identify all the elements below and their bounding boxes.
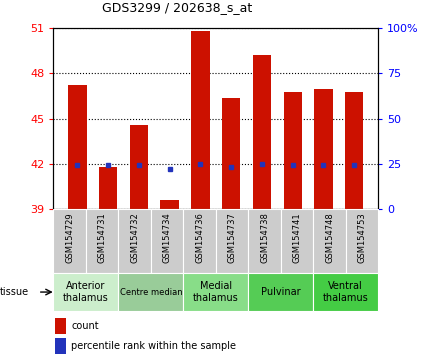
Text: GSM154732: GSM154732 [130,212,139,263]
Bar [191,32,210,209]
Bar [86,209,118,273]
Bar [346,209,378,273]
Text: tissue: tissue [0,287,29,297]
Text: Anterior
thalamus: Anterior thalamus [63,281,109,303]
Bar [345,92,364,209]
Text: GSM154738: GSM154738 [260,212,269,263]
Bar [151,209,183,273]
Text: GSM154737: GSM154737 [227,212,237,263]
Bar [216,209,248,273]
Bar [283,92,302,209]
Bar [313,209,346,273]
Text: GSM154741: GSM154741 [292,212,302,263]
Bar [222,98,240,209]
Text: GSM154748: GSM154748 [325,212,334,263]
Bar [314,88,333,209]
Bar [118,273,183,311]
Bar [99,167,117,209]
Bar [248,209,281,273]
Text: GSM154734: GSM154734 [162,212,172,263]
Bar [53,209,86,273]
Bar [281,209,313,273]
Text: count: count [71,321,99,331]
Text: GSM154753: GSM154753 [357,212,367,263]
Bar [55,318,66,334]
Bar [313,273,378,311]
Bar [68,85,87,209]
Bar [183,273,248,311]
Text: GSM154729: GSM154729 [65,212,74,263]
Text: GDS3299 / 202638_s_at: GDS3299 / 202638_s_at [102,1,252,14]
Bar [161,200,179,209]
Text: GSM154736: GSM154736 [195,212,204,263]
Text: percentile rank within the sample: percentile rank within the sample [71,342,236,352]
Bar [53,273,118,311]
Bar [118,209,151,273]
Text: Centre median: Centre median [120,287,182,297]
Text: Medial
thalamus: Medial thalamus [193,281,239,303]
Text: Pulvinar: Pulvinar [261,287,301,297]
Text: Ventral
thalamus: Ventral thalamus [323,281,368,303]
Bar [55,338,66,354]
Bar [248,273,313,311]
Bar [253,56,271,209]
Bar [129,125,148,209]
Bar [183,209,216,273]
Text: GSM154731: GSM154731 [97,212,107,263]
